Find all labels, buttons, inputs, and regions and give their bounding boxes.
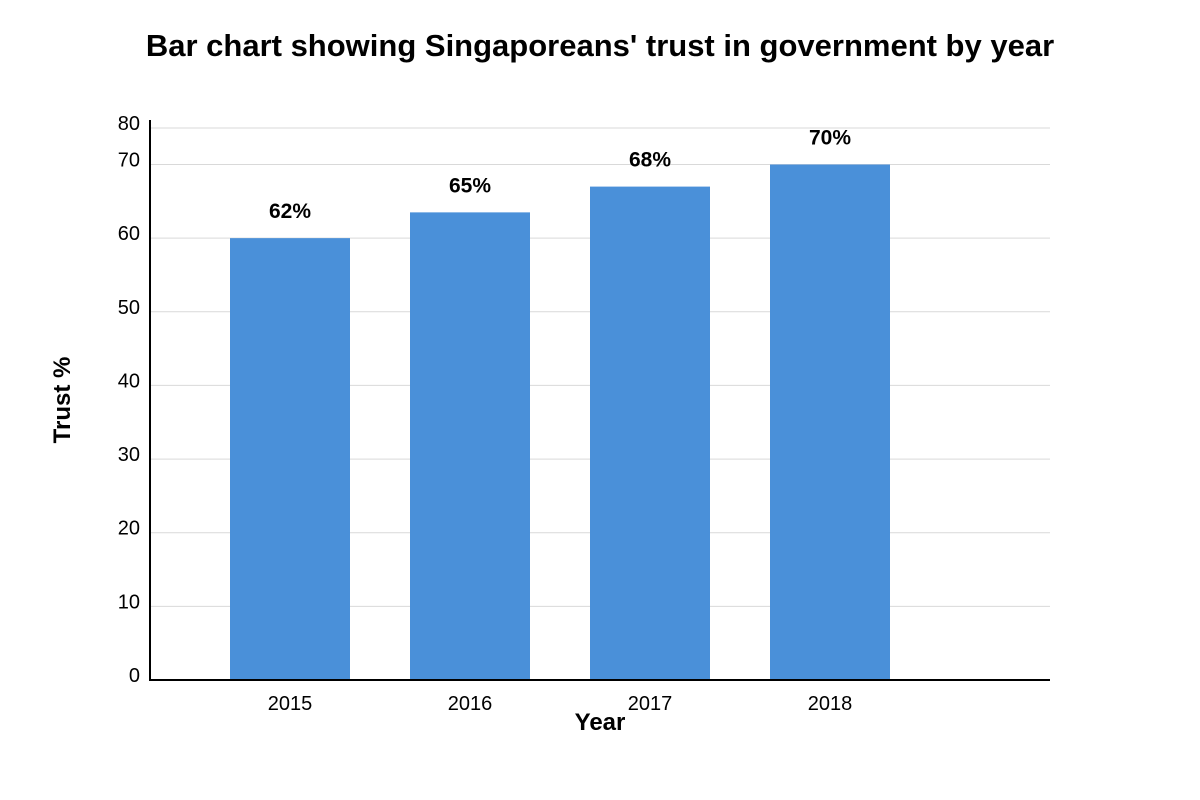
y-tick-label: 0: [129, 665, 140, 687]
y-tick-label: 40: [118, 370, 140, 392]
x-tick-label: 2015: [268, 693, 313, 715]
y-tick-labels: 0 10 20 30 40 50 60 70 80: [118, 113, 140, 687]
data-label: 68%: [629, 149, 671, 172]
y-tick-label: 60: [118, 223, 140, 245]
axes: [149, 120, 1050, 681]
bars: [230, 164, 890, 681]
x-tick-label: 2018: [808, 693, 853, 715]
data-label: 65%: [449, 174, 491, 197]
data-label: 70%: [809, 127, 851, 150]
x-tick-label: 2017: [628, 693, 673, 715]
data-label: 62%: [269, 200, 311, 223]
y-tick-label: 20: [118, 518, 140, 540]
bar: [230, 238, 350, 680]
y-tick-label: 70: [118, 150, 140, 172]
y-axis-title: Trust %: [49, 357, 76, 444]
chart-title: Bar chart showing Singaporeans' trust in…: [145, 28, 1055, 63]
x-axis-title: Year: [575, 709, 626, 736]
y-tick-label: 30: [118, 444, 140, 466]
bar: [590, 186, 710, 681]
x-tick-label: 2016: [448, 693, 493, 715]
data-labels: 62% 65% 68% 70%: [269, 127, 851, 224]
y-tick-label: 10: [118, 591, 140, 613]
bar: [770, 164, 890, 681]
bar: [410, 212, 530, 681]
y-tick-label: 80: [118, 113, 140, 135]
x-tick-labels: 2015 2016 2017 2018: [268, 693, 853, 715]
y-tick-label: 50: [118, 297, 140, 319]
